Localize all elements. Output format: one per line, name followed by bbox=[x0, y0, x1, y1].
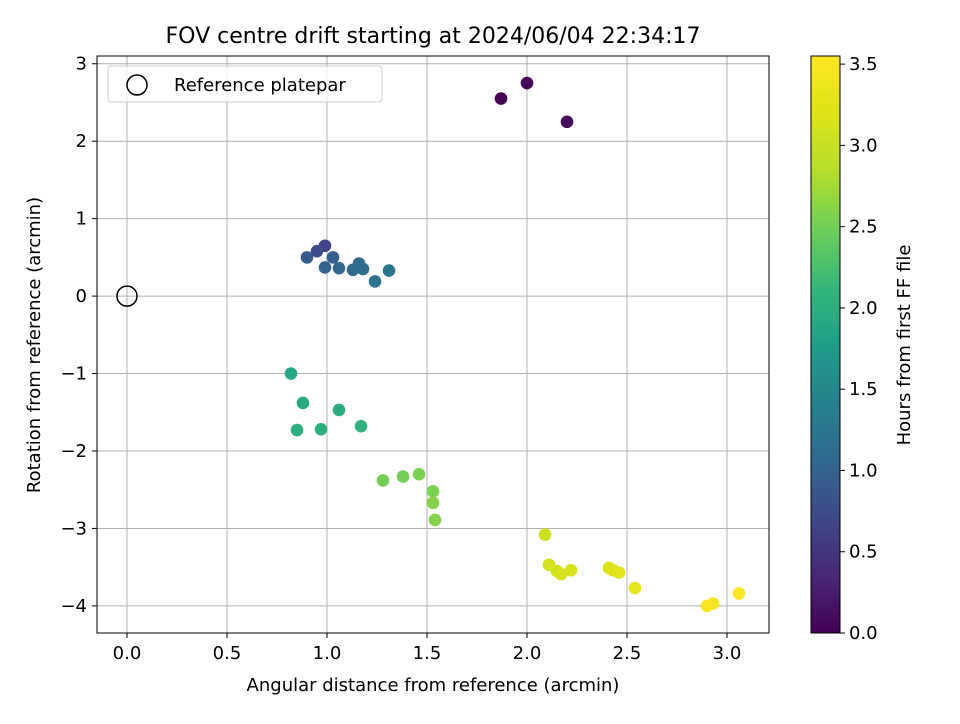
colorbar-tick-label: 3.0 bbox=[849, 135, 878, 156]
colorbar-ticks: 0.0 0.5 1.0 1.5 2.0 2.5 3.0 3.5 bbox=[840, 54, 878, 644]
colorbar-tick-label: 0.5 bbox=[849, 542, 878, 563]
y-axis-ticks: −4 −3 −2 −1 0 1 2 3 bbox=[60, 54, 97, 617]
x-axis-ticks: 0.0 0.5 1.0 1.5 2.0 2.5 3.0 bbox=[113, 633, 742, 664]
scatter-point bbox=[296, 396, 310, 410]
scatter-point bbox=[354, 419, 368, 433]
y-tick-label: −3 bbox=[60, 518, 87, 539]
y-tick-label: 2 bbox=[76, 131, 87, 152]
x-tick-label: 3.0 bbox=[713, 643, 742, 664]
scatter-point bbox=[326, 251, 340, 264]
scatter-point bbox=[564, 563, 578, 577]
colorbar-tick-label: 1.5 bbox=[849, 379, 878, 400]
scatter-point bbox=[382, 264, 396, 277]
scatter-point bbox=[314, 423, 328, 436]
x-axis-label: Angular distance from reference (arcmin) bbox=[247, 675, 620, 696]
data-points bbox=[116, 76, 746, 613]
legend-marker-reference bbox=[126, 74, 148, 96]
x-tick-label: 2.5 bbox=[613, 643, 642, 664]
scatter-point bbox=[706, 597, 720, 610]
reference-platepar-marker bbox=[116, 285, 138, 307]
y-tick-label: −4 bbox=[60, 596, 87, 617]
scatter-point bbox=[612, 566, 626, 579]
scatter-point bbox=[412, 467, 426, 481]
y-tick-label: −1 bbox=[60, 364, 87, 385]
colorbar bbox=[810, 55, 841, 634]
scatter-point bbox=[732, 587, 746, 600]
y-tick-label: −2 bbox=[60, 441, 87, 462]
y-axis-label: Rotation from reference (arcmin) bbox=[24, 197, 45, 493]
colorbar-label: Hours from first FF file bbox=[894, 245, 915, 446]
colorbar-tick-label: 2.5 bbox=[849, 217, 878, 238]
scatter-point bbox=[554, 567, 568, 581]
scatter-point bbox=[332, 261, 346, 275]
x-tick-label: 2.0 bbox=[513, 643, 542, 664]
scatter-point bbox=[368, 275, 382, 288]
scatter-point bbox=[376, 474, 390, 487]
x-tick-label: 1.0 bbox=[313, 643, 342, 664]
plot-frame bbox=[96, 55, 770, 634]
colorbar-tick-label: 3.5 bbox=[849, 54, 878, 75]
scatter-point bbox=[318, 261, 332, 274]
y-tick-label: 1 bbox=[76, 209, 87, 230]
colorbar-tick-label: 0.0 bbox=[849, 623, 878, 644]
colorbar-tick-label: 2.0 bbox=[849, 298, 878, 319]
scatter-point bbox=[310, 244, 324, 258]
colorbar-tick-label: 1.0 bbox=[849, 460, 878, 481]
scatter-point bbox=[628, 581, 642, 595]
chart-title: FOV centre drift starting at 2024/06/04 … bbox=[166, 24, 701, 49]
scatter-point bbox=[560, 115, 574, 129]
scatter-point bbox=[290, 423, 304, 437]
x-tick-label: 0.0 bbox=[113, 643, 142, 664]
scatter-point bbox=[300, 251, 314, 264]
scatter-point bbox=[426, 484, 440, 498]
grid-lines bbox=[97, 56, 769, 633]
y-tick-label: 0 bbox=[76, 286, 87, 307]
legend-entry-reference: Reference platepar bbox=[174, 75, 346, 96]
scatter-point bbox=[538, 528, 552, 541]
scatter-point bbox=[284, 367, 298, 380]
scatter-point bbox=[428, 513, 442, 527]
scatter-point bbox=[426, 496, 440, 510]
scatter-point bbox=[520, 76, 534, 90]
x-tick-label: 0.5 bbox=[213, 643, 242, 664]
legend-box bbox=[107, 65, 383, 103]
scatter-point bbox=[356, 262, 370, 276]
scatter-point bbox=[494, 92, 508, 105]
scatter-point bbox=[396, 470, 410, 483]
legend: Reference platepar bbox=[107, 65, 383, 103]
y-tick-label: 3 bbox=[76, 54, 87, 75]
x-tick-label: 1.5 bbox=[413, 643, 442, 664]
scatter-point bbox=[332, 403, 346, 417]
